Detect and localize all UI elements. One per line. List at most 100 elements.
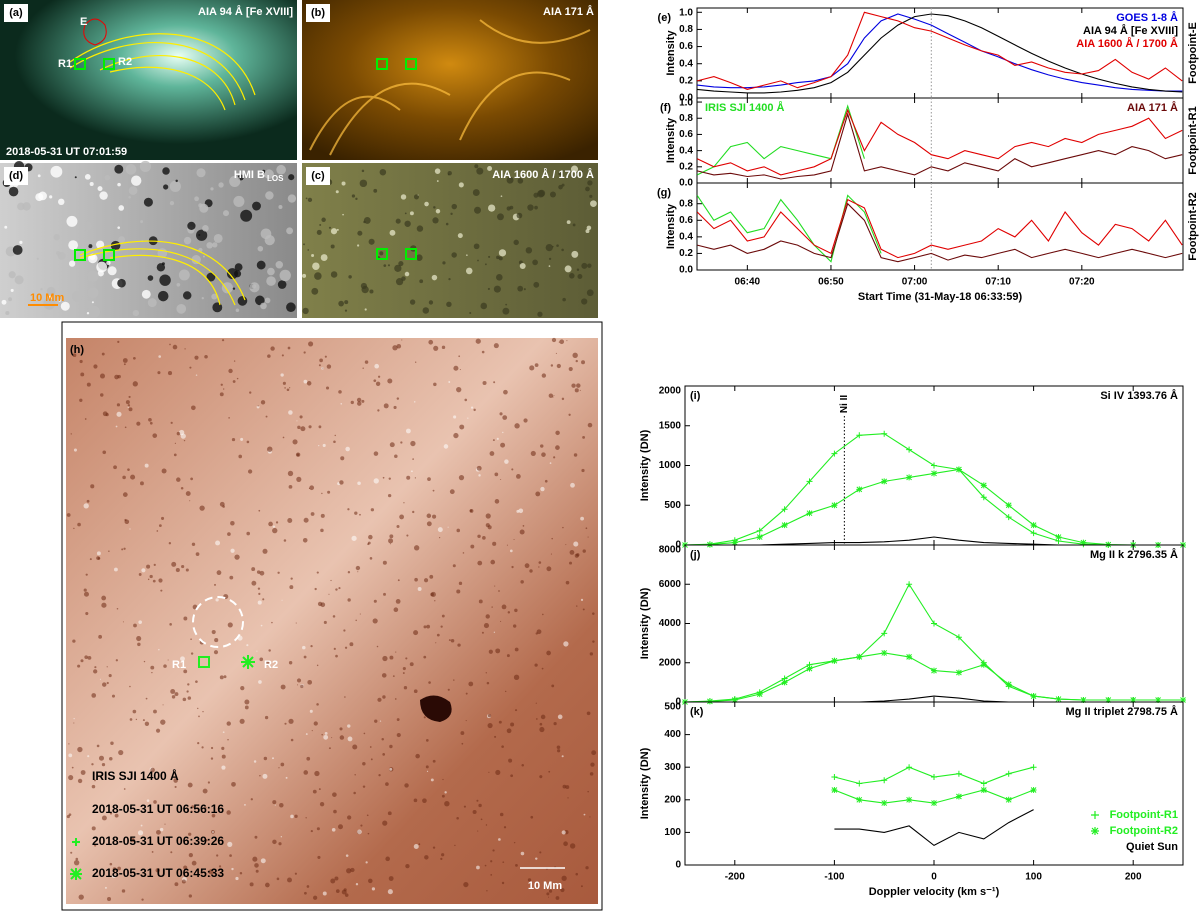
y-tick-label: 0.4: [679, 58, 693, 69]
texture-dot: [444, 791, 447, 794]
texture-dot: [252, 201, 261, 211]
texture-dot: [40, 288, 43, 291]
texture-dot: [382, 820, 388, 826]
texture-dot: [150, 767, 155, 773]
texture-dot: [277, 571, 280, 574]
texture-dot: [367, 541, 371, 545]
legend-marker: [1091, 811, 1099, 819]
texture-dot: [369, 289, 374, 294]
texture-dot: [107, 897, 112, 902]
texture-dot: [516, 212, 523, 219]
texture-dot: [227, 841, 233, 847]
texture-dot: [221, 754, 226, 759]
texture-dot: [362, 761, 366, 766]
texture-dot: [91, 826, 96, 831]
texture-dot: [286, 227, 294, 235]
texture-dot: [352, 744, 358, 750]
texture-dot: [466, 254, 468, 256]
texture-dot: [141, 898, 144, 901]
texture-dot: [476, 465, 482, 471]
texture-dot: [424, 855, 429, 860]
texture-dot: [290, 577, 293, 580]
texture-dot: [300, 684, 304, 689]
texture-dot: [102, 682, 107, 687]
texture-dot: [246, 644, 249, 647]
texture-dot: [428, 300, 434, 305]
label-r2: R2: [118, 56, 132, 68]
texture-dot: [280, 762, 285, 767]
texture-dot: [118, 236, 126, 244]
texture-dot: [157, 371, 161, 375]
texture-dot: [487, 287, 490, 291]
texture-dot: [128, 195, 131, 199]
texture-dot: [78, 894, 84, 900]
y-tick-label: 0: [675, 860, 681, 871]
legend-entry: AIA 1600 Å / 1700 Å: [1076, 37, 1178, 50]
texture-dot: [8, 271, 16, 279]
texture-dot: [347, 571, 351, 574]
texture-dot: [317, 855, 321, 859]
image-a: [0, 0, 297, 160]
texture-dot: [464, 398, 468, 402]
texture-dot: [477, 259, 479, 262]
texture-dot: [488, 771, 490, 773]
texture-dot: [87, 253, 98, 264]
texture-dot: [542, 613, 544, 616]
texture-dot: [429, 574, 434, 579]
panel-label: (d): [9, 170, 23, 182]
texture-dot: [147, 578, 150, 581]
texture-dot: [233, 195, 245, 207]
texture-dot: [70, 433, 72, 435]
texture-dot: [392, 345, 398, 351]
texture-dot: [125, 400, 130, 405]
texture-dot: [387, 889, 393, 895]
texture-dot: [539, 775, 543, 779]
texture-dot: [118, 749, 124, 756]
texture-dot: [395, 651, 397, 653]
texture-dot: [151, 671, 153, 674]
texture-dot: [463, 805, 466, 808]
texture-dot: [574, 553, 579, 558]
data-marker: [906, 653, 913, 660]
plot-title: Mg II k 2796.35 Å: [1090, 548, 1178, 561]
time-label: 2018-05-31 UT 06:56:16: [92, 802, 224, 816]
texture-dot: [520, 580, 524, 584]
texture-dot: [324, 731, 328, 735]
y-tick-label: 0.0: [679, 265, 693, 276]
y-tick-label: 0.6: [679, 41, 693, 52]
texture-dot: [338, 390, 342, 394]
data-marker: [856, 653, 863, 660]
texture-dot: [379, 168, 387, 176]
texture-dot: [442, 261, 446, 265]
panel-label: (e): [658, 12, 672, 24]
texture-dot: [541, 667, 544, 670]
texture-dot: [357, 481, 361, 486]
texture-dot: [79, 359, 83, 364]
texture-dot: [475, 338, 481, 344]
texture-dot: [557, 749, 561, 753]
texture-dot: [561, 830, 566, 835]
texture-dot: [443, 444, 449, 449]
texture-dot: [302, 537, 308, 543]
texture-dot: [364, 308, 367, 311]
texture-dot: [204, 806, 207, 809]
texture-dot: [403, 686, 408, 690]
texture-dot: [221, 339, 225, 342]
data-marker: [906, 764, 913, 771]
texture-dot: [141, 289, 151, 299]
texture-dot: [319, 802, 325, 807]
texture-dot: [299, 415, 303, 419]
texture-dot: [280, 684, 286, 690]
texture-dot: [206, 272, 216, 282]
texture-dot: [101, 352, 105, 356]
x-tick-label: 200: [1125, 872, 1142, 883]
texture-dot: [382, 560, 387, 565]
texture-dot: [73, 448, 77, 452]
texture-dot: [82, 221, 92, 231]
texture-dot: [296, 420, 298, 422]
data-marker: [831, 657, 838, 664]
texture-dot: [517, 285, 524, 292]
texture-dot: [94, 779, 96, 782]
data-marker: [1030, 787, 1037, 794]
texture-dot: [541, 373, 547, 378]
